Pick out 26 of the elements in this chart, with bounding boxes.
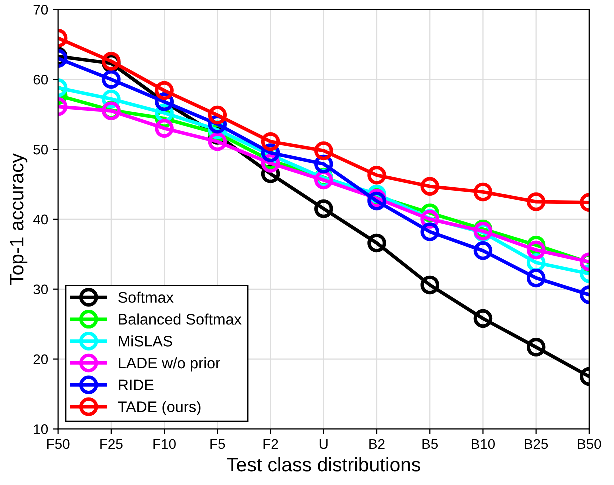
y-tick-label: 40 [33,214,48,225]
x-axis-title: Test class distributions [227,457,420,472]
legend-label: Balanced Softmax [119,314,242,325]
y-tick-label: 50 [34,144,48,155]
x-tick-label: B50 [578,439,602,450]
legend-label: RIDE [119,380,154,390]
legend-label: MiSLAS [119,336,172,347]
legend-label: TADE (ours) [118,401,201,416]
x-tick-label: F25 [100,439,123,450]
x-tick-label: B10 [472,439,496,450]
legend-label: Softmax [118,292,174,304]
x-tick-label: B2 [370,439,385,450]
x-tick-label: U [320,439,328,450]
x-tick-label: B5 [422,439,438,450]
legend-label: LADE w/o prior [119,357,220,372]
y-tick-label: 10 [34,424,48,434]
y-tick-label: 60 [34,74,48,85]
x-tick-label: F2 [264,439,278,450]
x-tick-label: F5 [210,439,226,450]
y-axis-title: Top-1 accuracy [10,154,28,285]
x-tick-label: F10 [154,439,176,450]
y-tick-label: 20 [34,354,48,364]
x-tick-label: B25 [525,439,548,450]
y-tick-label: 70 [34,5,48,15]
x-tick-label: F50 [48,439,70,450]
y-tick-label: 30 [34,284,48,295]
